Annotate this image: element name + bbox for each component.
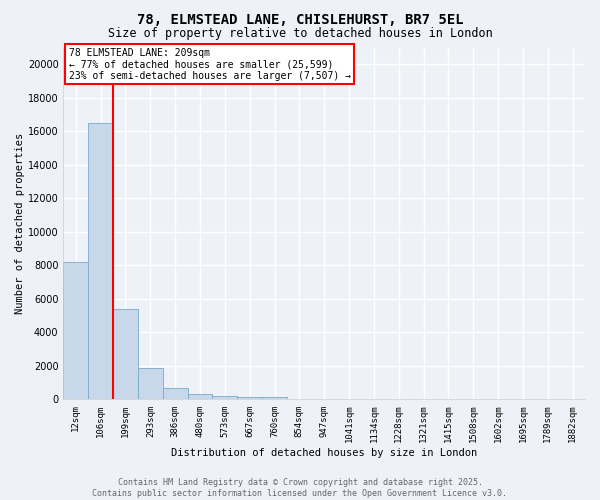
Bar (64, 262, 88, 400)
Bar (138, 368, 163, 400)
Bar (113, 309, 138, 400)
Bar (88, 123, 113, 400)
Bar (212, 396, 237, 400)
X-axis label: Distribution of detached houses by size in London: Distribution of detached houses by size … (171, 448, 478, 458)
Bar (163, 388, 188, 400)
Text: Size of property relative to detached houses in London: Size of property relative to detached ho… (107, 28, 493, 40)
Y-axis label: Number of detached properties: Number of detached properties (15, 133, 25, 314)
Text: 78, ELMSTEAD LANE, CHISLEHURST, BR7 5EL: 78, ELMSTEAD LANE, CHISLEHURST, BR7 5EL (137, 12, 463, 26)
Text: Contains HM Land Registry data © Crown copyright and database right 2025.
Contai: Contains HM Land Registry data © Crown c… (92, 478, 508, 498)
Bar (262, 397, 287, 400)
Bar (188, 394, 212, 400)
Text: 78 ELMSTEAD LANE: 209sqm
← 77% of detached houses are smaller (25,599)
23% of se: 78 ELMSTEAD LANE: 209sqm ← 77% of detach… (68, 48, 350, 80)
Bar (237, 397, 262, 400)
